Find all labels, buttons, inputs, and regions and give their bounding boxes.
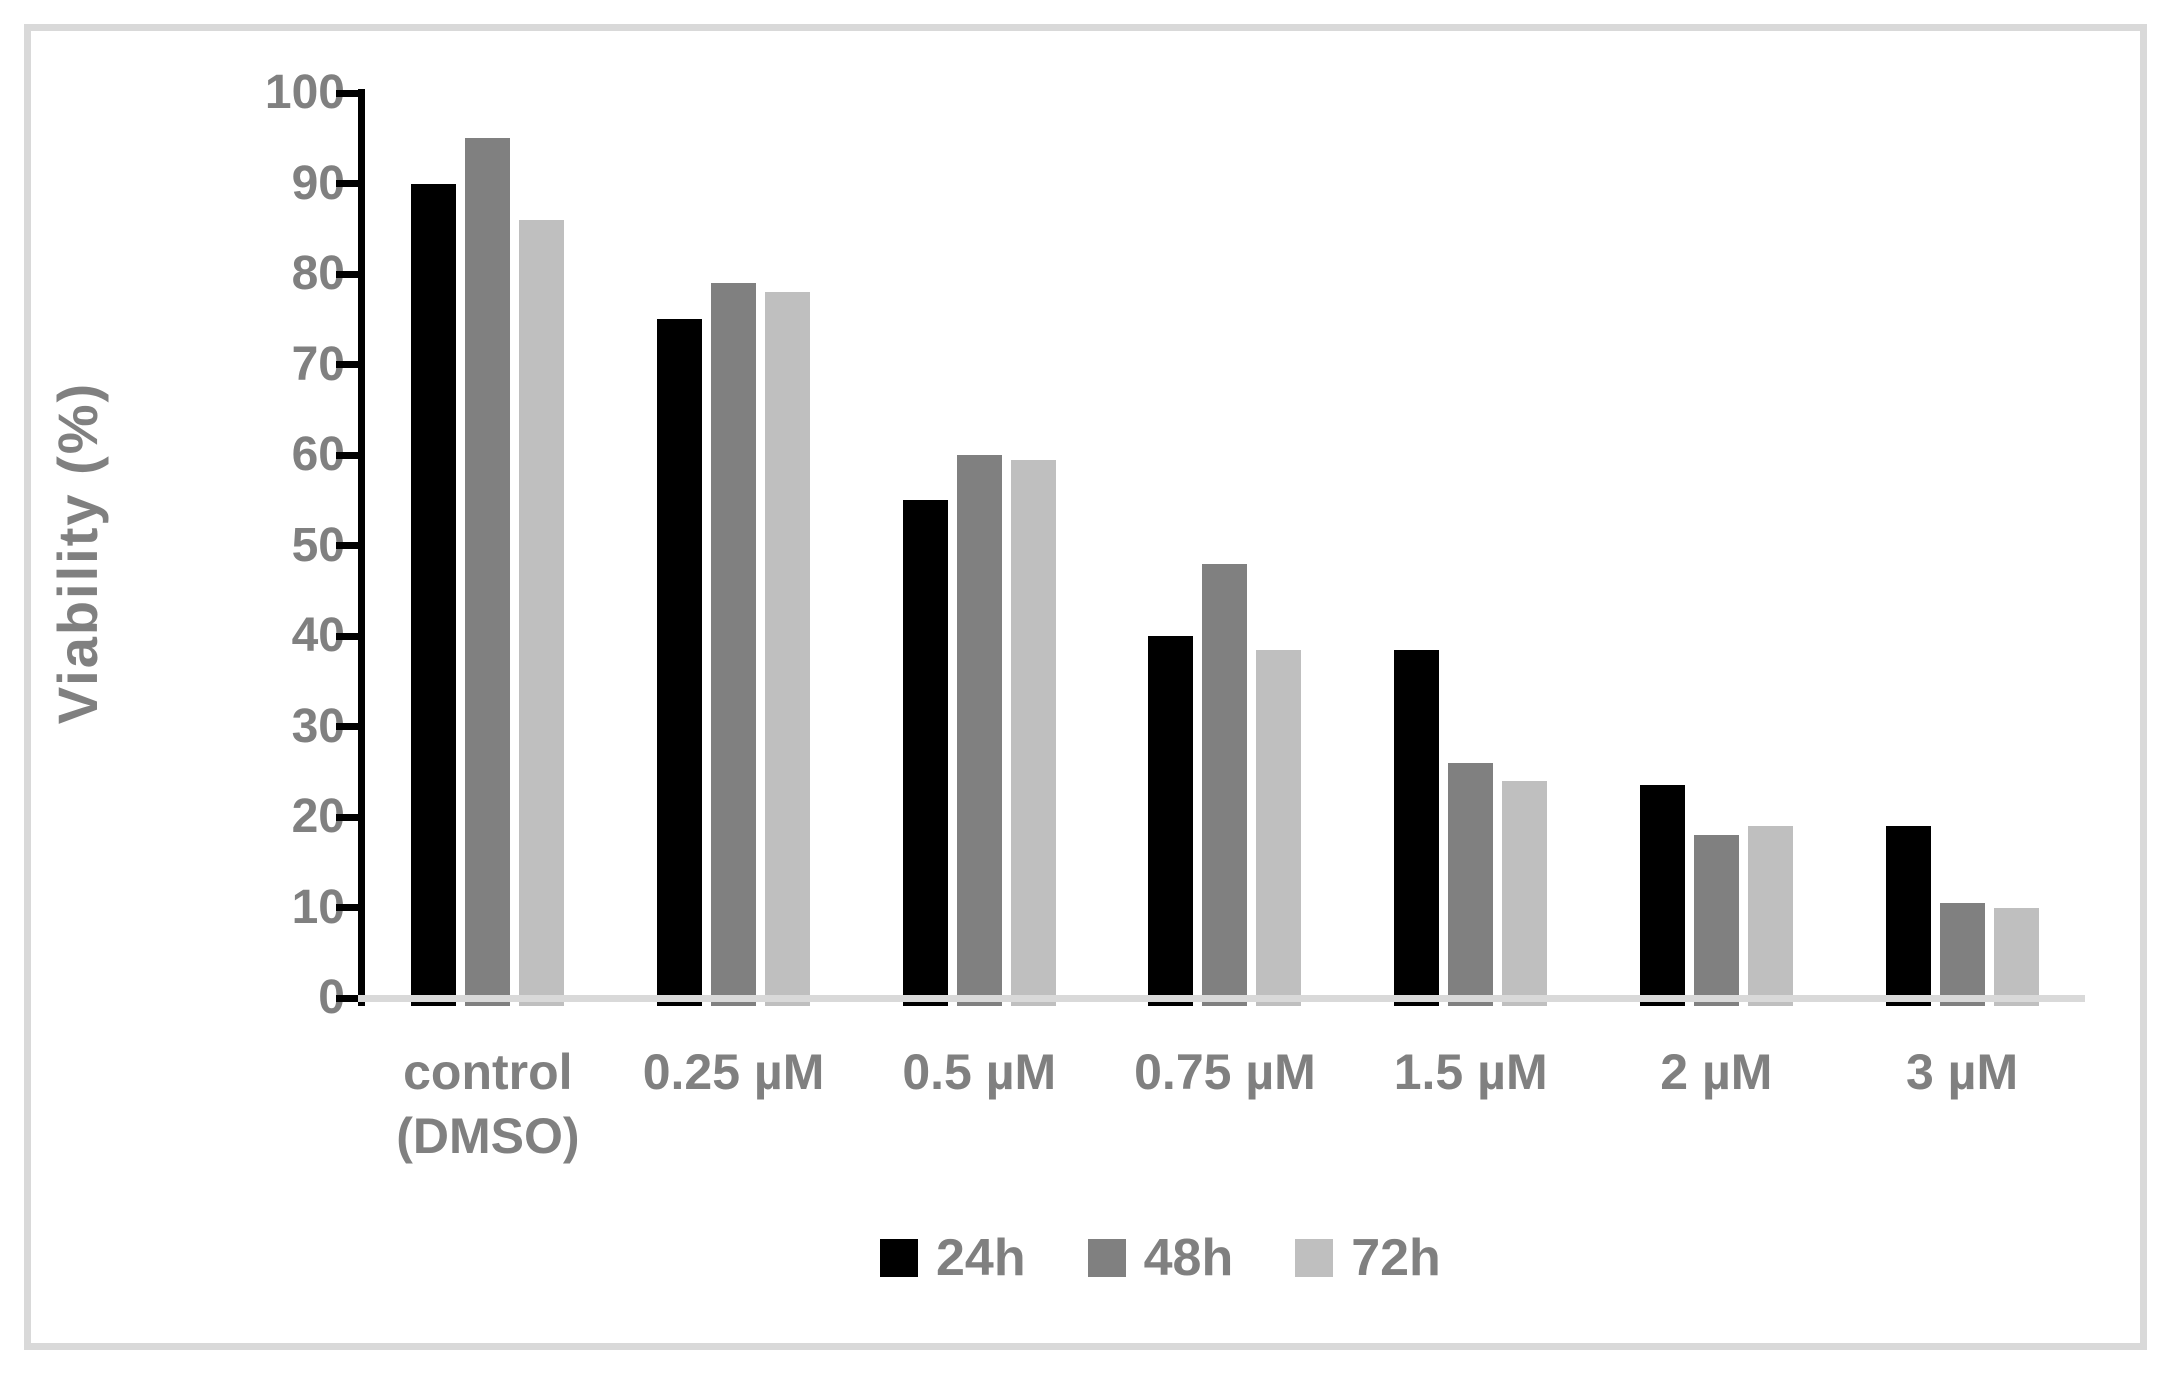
bar-group-7	[1839, 93, 2085, 1006]
bar-48h-2-µM	[1693, 835, 1739, 1006]
bar-group-5	[1348, 93, 1594, 1006]
bar-24h-0.25-µM	[657, 319, 703, 1006]
y-tick-label-70: 70	[291, 337, 345, 391]
plot-area	[365, 93, 2085, 1006]
bar-72h-1.5-µM	[1502, 780, 1548, 1006]
x-label-7: 3 µM	[1905, 1044, 2019, 1100]
bar-group-2	[611, 93, 857, 1006]
y-tick-mark-20	[336, 813, 358, 821]
legend-label-48h: 48h	[1143, 1229, 1234, 1287]
y-tick-mark-30	[336, 723, 358, 730]
bar-72h-0.5-µM	[1010, 459, 1056, 1006]
y-tick-label-50: 50	[291, 518, 345, 572]
legend-label-24h: 24h	[936, 1229, 1026, 1287]
y-tick-mark-100	[336, 89, 358, 97]
bar-24h-control	[411, 183, 457, 1006]
bar-group-3	[856, 93, 1102, 1006]
legend-item-24h: 24h	[880, 1232, 1026, 1284]
bar-24h-3-µM	[1885, 826, 1931, 1006]
bar-group-4	[1102, 93, 1348, 1006]
y-tick-label-80: 80	[291, 247, 345, 300]
y-tick-label-10: 10	[291, 880, 345, 934]
y-tick-label-30: 30	[291, 699, 345, 753]
y-tick-mark-40	[336, 632, 358, 640]
y-tick-mark-10	[336, 904, 358, 911]
y-tick-label-40: 40	[291, 609, 345, 662]
bar-48h-1.5-µM	[1448, 762, 1494, 1006]
y-tick-label-60: 60	[291, 428, 345, 481]
chart-legend: 24h 48h 72h	[880, 1232, 1441, 1284]
legend-swatch-48h	[1087, 1239, 1126, 1277]
x-axis-labels: control (DMSO) 0.25 µM 0.5 µM 0.75 µM 1.5 µM…	[365, 1040, 2085, 1168]
bar-24h-0.5-µM	[902, 500, 948, 1006]
y-tick-mark-80	[336, 270, 358, 278]
bar-24h-0.75-µM	[1148, 636, 1194, 1006]
y-axis-title: Viability (%)	[46, 381, 109, 725]
x-label-4: 0.75 µM	[1134, 1044, 1316, 1100]
y-tick-label-100: 100	[264, 66, 345, 119]
bar-48h-0.25-µM	[711, 283, 757, 1006]
bar-48h-3-µM	[1939, 902, 1985, 1006]
bar-48h-control	[465, 138, 511, 1006]
bar-48h-0.5-µM	[956, 455, 1002, 1006]
y-tick-mark-90	[336, 180, 358, 187]
y-tick-label-0: 0	[318, 971, 345, 1024]
x-label-6: 2 µM	[1660, 1044, 1773, 1100]
bar-48h-0.75-µM	[1202, 563, 1248, 1006]
legend-item-72h: 72h	[1295, 1232, 1441, 1284]
chart-outer-border	[24, 24, 2147, 1350]
y-tick-mark-50	[336, 542, 358, 549]
x-label-5: 1.5 µM	[1393, 1044, 1548, 1100]
bar-group-1	[365, 93, 611, 1006]
bar-24h-2-µM	[1639, 785, 1685, 1006]
bar-72h-0.75-µM	[1256, 649, 1302, 1006]
bar-72h-0.25-µM	[765, 292, 811, 1006]
x-label-1: control (DMSO)	[396, 1044, 580, 1164]
bar-24h-1.5-µM	[1394, 649, 1440, 1006]
legend-label-72h: 72h	[1351, 1229, 1441, 1287]
y-tick-label-90: 90	[291, 156, 345, 210]
legend-item-48h: 48h	[1087, 1229, 1234, 1287]
y-tick-mark-70	[336, 361, 358, 368]
y-tick-mark-0	[336, 994, 358, 1002]
legend-swatch-72h	[1295, 1239, 1334, 1277]
y-axis-line	[358, 89, 365, 1006]
legend-swatch-24h	[880, 1239, 918, 1277]
x-label-3: 0.5 µM	[902, 1044, 1057, 1100]
x-label-2: 0.25 µM	[642, 1044, 825, 1100]
y-tick-mark-60	[336, 451, 358, 459]
bar-72h-2-µM	[1747, 826, 1793, 1006]
bar-72h-control	[519, 219, 565, 1006]
y-tick-label-20: 20	[291, 790, 345, 843]
bar-72h-3-µM	[1993, 907, 2039, 1006]
x-axis-baseline	[358, 995, 2085, 1002]
bar-group-6	[1594, 93, 1840, 1006]
